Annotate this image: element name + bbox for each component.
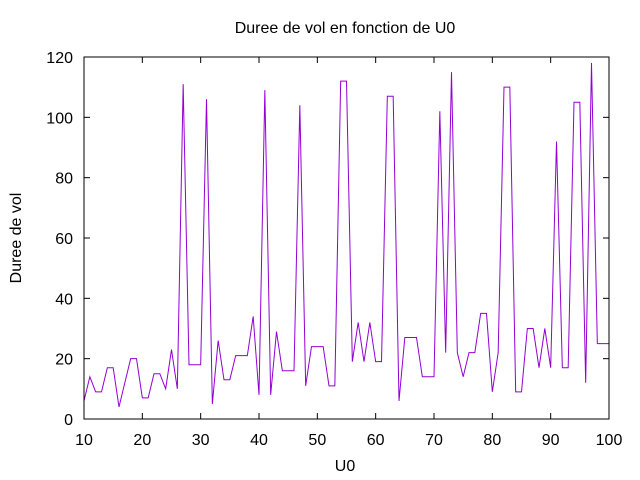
y-axis-label: Duree de vol xyxy=(8,193,25,284)
chart-title: Duree de vol en fonction de U0 xyxy=(235,20,456,37)
y-tick-label: 100 xyxy=(46,110,73,127)
series-line-0 xyxy=(83,63,609,408)
x-tick-label: 20 xyxy=(133,432,151,449)
x-tick-label: 80 xyxy=(483,432,501,449)
y-tick-label: 40 xyxy=(55,291,73,308)
x-tick-label: 70 xyxy=(425,432,443,449)
y-tick-label: 20 xyxy=(55,352,73,369)
y-tick-label: 0 xyxy=(64,412,73,429)
x-tick-label: 40 xyxy=(250,432,268,449)
plot-frame xyxy=(83,56,610,420)
x-tick-label: 30 xyxy=(192,432,210,449)
x-tick-label: 60 xyxy=(367,432,385,449)
x-tick-label: 50 xyxy=(308,432,326,449)
y-tick-label: 60 xyxy=(55,231,73,248)
y-tick-label: 80 xyxy=(55,171,73,188)
x-tick-label: 100 xyxy=(596,432,623,449)
x-tick-label: 10 xyxy=(75,432,93,449)
x-axis-label: U0 xyxy=(335,458,356,475)
y-axis-ticks: 0 20 40 60 80 100 120 xyxy=(46,50,609,429)
y-tick-label: 120 xyxy=(46,50,73,67)
x-tick-label: 90 xyxy=(542,432,560,449)
x-axis-ticks: 10 20 30 40 50 60 70 80 90 100 xyxy=(75,57,622,449)
series-layer xyxy=(83,63,609,408)
